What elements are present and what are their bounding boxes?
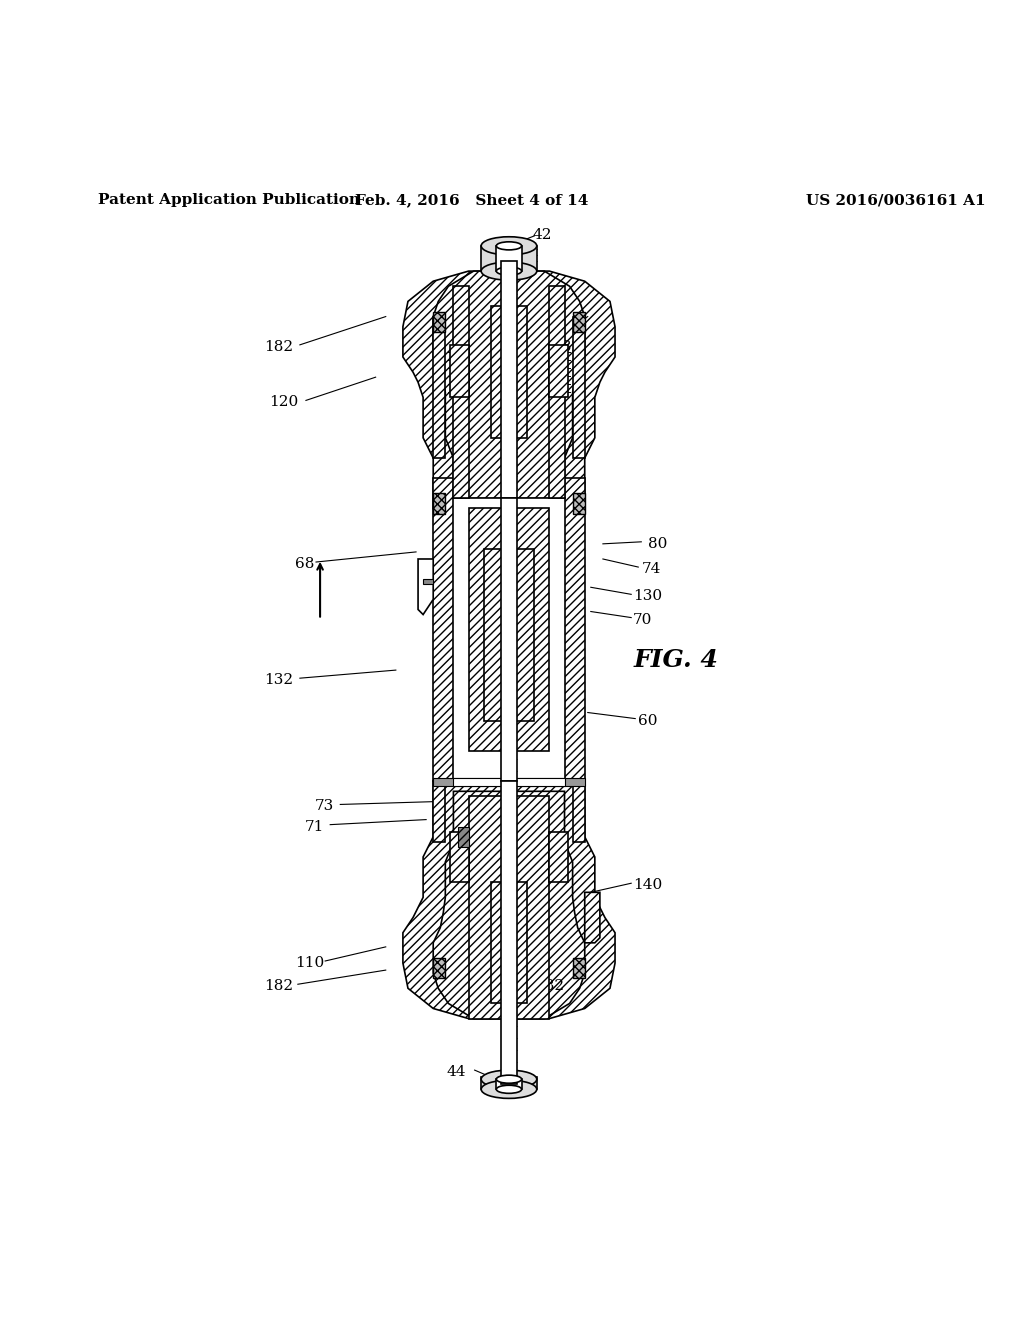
Ellipse shape xyxy=(481,1080,537,1098)
Bar xyxy=(501,261,517,499)
Polygon shape xyxy=(459,826,469,847)
Bar xyxy=(451,832,469,882)
Bar xyxy=(433,478,585,781)
Text: 110: 110 xyxy=(295,956,324,970)
Bar xyxy=(469,508,549,751)
Bar xyxy=(490,882,527,1003)
Text: 182: 182 xyxy=(536,979,564,993)
Text: 182: 182 xyxy=(552,339,582,354)
Ellipse shape xyxy=(481,236,537,255)
Polygon shape xyxy=(418,558,433,615)
Bar xyxy=(501,499,517,781)
Bar xyxy=(433,779,585,787)
Text: 120: 120 xyxy=(269,396,299,409)
Text: Feb. 4, 2016   Sheet 4 of 14: Feb. 4, 2016 Sheet 4 of 14 xyxy=(355,194,588,207)
Polygon shape xyxy=(433,791,585,1019)
Bar xyxy=(497,1080,521,1089)
Ellipse shape xyxy=(497,1076,521,1084)
Bar xyxy=(454,779,564,787)
Polygon shape xyxy=(572,958,585,978)
Ellipse shape xyxy=(481,261,537,280)
Polygon shape xyxy=(433,958,445,978)
Bar xyxy=(451,345,469,397)
Bar xyxy=(454,286,469,499)
Text: 80: 80 xyxy=(648,537,668,550)
Bar xyxy=(454,499,564,781)
Polygon shape xyxy=(433,271,585,499)
Bar xyxy=(490,306,527,438)
Bar xyxy=(433,317,445,458)
Polygon shape xyxy=(433,312,445,331)
Polygon shape xyxy=(402,781,615,1019)
Polygon shape xyxy=(572,312,585,331)
Text: FIG. 4: FIG. 4 xyxy=(633,648,718,672)
Bar xyxy=(549,345,567,397)
Bar xyxy=(501,781,517,1084)
Ellipse shape xyxy=(481,1071,537,1088)
Ellipse shape xyxy=(497,242,521,249)
Text: 42: 42 xyxy=(532,228,552,242)
Bar xyxy=(433,781,445,842)
Text: US 2016/0036161 A1: US 2016/0036161 A1 xyxy=(806,194,986,207)
Bar xyxy=(483,549,535,721)
Polygon shape xyxy=(585,892,600,942)
Text: 140: 140 xyxy=(633,878,663,892)
Text: Patent Application Publication: Patent Application Publication xyxy=(98,194,359,207)
Polygon shape xyxy=(572,494,585,513)
Text: 73: 73 xyxy=(315,800,334,813)
Bar xyxy=(549,286,564,499)
Bar xyxy=(572,317,585,458)
Text: 132: 132 xyxy=(264,673,294,688)
Text: 60: 60 xyxy=(638,714,657,727)
Bar xyxy=(481,246,537,271)
Bar xyxy=(497,246,521,271)
Ellipse shape xyxy=(497,1085,521,1093)
Text: 182: 182 xyxy=(264,979,294,993)
Polygon shape xyxy=(423,579,433,585)
Text: 182: 182 xyxy=(264,339,294,354)
Text: 74: 74 xyxy=(641,562,660,576)
Text: 44: 44 xyxy=(446,1065,466,1080)
Ellipse shape xyxy=(497,267,521,275)
Bar xyxy=(572,781,585,842)
Polygon shape xyxy=(402,271,615,508)
Bar xyxy=(481,1077,537,1089)
Bar xyxy=(469,796,549,1019)
Text: 68: 68 xyxy=(295,557,314,572)
Text: 71: 71 xyxy=(305,820,325,834)
Text: 130: 130 xyxy=(633,589,663,603)
Bar xyxy=(549,832,567,882)
Polygon shape xyxy=(433,494,445,513)
Text: 70: 70 xyxy=(633,612,652,627)
